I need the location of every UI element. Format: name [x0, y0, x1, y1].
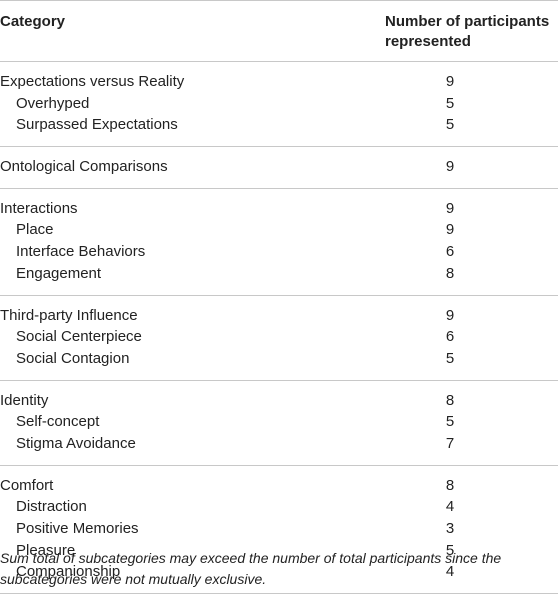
category-group: Expectations versus Reality 9 Overhyped 5 Su…: [0, 62, 558, 146]
subcategory-label: Self-concept: [16, 413, 100, 431]
subcategory-row: Engagement 8: [0, 263, 558, 285]
subcategory-label: Place: [16, 221, 54, 239]
category-group: Identity 8 Self-concept 5 Stigma Avoidance 7: [0, 381, 558, 465]
subcategory-count: 5: [445, 413, 455, 431]
group-divider: [0, 187, 558, 189]
header-participants: Number of participants represented: [385, 13, 550, 50]
category-row: Ontological Comparisons 9: [0, 156, 558, 178]
category-row: Expectations versus Reality 9: [0, 71, 558, 93]
category-label: Interactions: [0, 199, 78, 217]
subcategory-label: Distraction: [16, 498, 87, 516]
category-group: Interactions 9 Place 9 Interface Behaviors 6 E…: [0, 189, 558, 295]
subcategory-label: Companionship: [16, 563, 121, 581]
table-body: Expectations versus Reality 9 Overhyped 5 Su…: [0, 62, 558, 594]
subcategory-count: 4: [445, 498, 455, 516]
subcategory-label: Positive Memories: [16, 520, 139, 537]
subcategory-row: Social Centerpiece 6: [0, 326, 558, 348]
subcategory-label: Pleasure: [16, 541, 76, 559]
subcategory-count: 5: [445, 116, 455, 134]
category-row: Third-party Influence 9: [0, 305, 558, 327]
table-top-rule: [0, 0, 558, 1]
category-count: 9: [445, 158, 455, 176]
subcategory-label: Social Contagion: [16, 349, 130, 367]
subcategory-count: 4: [445, 563, 455, 581]
group-divider: [0, 146, 558, 148]
subcategory-count: 5: [445, 541, 455, 559]
category-label: Third-party Influence: [0, 306, 138, 324]
subcategory-row: Self-concept 5: [0, 411, 558, 433]
subcategory-row: Companionship 4: [0, 561, 558, 583]
subcategory-label: Surpassed Expectations: [16, 116, 178, 134]
header-rule: [0, 61, 558, 62]
subcategory-row: Interface Behaviors 6: [0, 241, 558, 263]
subcategory-row: Place 9: [0, 219, 558, 241]
category-group: Ontological Comparisons 9: [0, 147, 558, 188]
subcategory-count: 3: [445, 520, 455, 537]
subcategory-count: 6: [445, 328, 455, 346]
category-label: Expectations versus Reality: [0, 73, 185, 90]
category-count: 8: [445, 476, 455, 494]
group-divider: [0, 294, 558, 296]
subcategory-count: 7: [445, 434, 455, 452]
category-label: Ontological Comparisons: [0, 158, 168, 176]
category-group: Comfort 8 Distraction 4 Positive Memories 3 Pl…: [0, 466, 558, 593]
subcategory-row: Stigma Avoidance 7: [0, 433, 558, 455]
subcategory-label: Engagement: [16, 264, 102, 282]
category-row: Identity 8: [0, 390, 558, 412]
category-count: 9: [445, 73, 455, 90]
header-category: Category: [0, 13, 66, 30]
category-group: Third-party Influence 9 Social Centerpiece…: [0, 296, 558, 380]
group-divider: [0, 464, 558, 466]
subcategory-count: 8: [445, 264, 455, 282]
subcategory-count: 5: [445, 349, 455, 367]
subcategory-row: Social Contagion 5: [0, 348, 558, 370]
table-header: Category Number of participants represen…: [0, 1, 558, 61]
category-count: 9: [445, 306, 455, 324]
subcategory-row: Surpassed Expectations 5: [0, 114, 558, 136]
subcategory-row: Positive Memories 3: [0, 518, 558, 540]
table-footnote: Sum total of subcategories may exceed th…: [0, 550, 502, 587]
category-label: Identity: [0, 391, 49, 409]
group-divider: [0, 379, 558, 381]
subcategory-row: Overhyped 5: [0, 93, 558, 115]
category-count: 9: [445, 199, 455, 217]
subcategory-count: 5: [445, 94, 455, 112]
subcategory-row: Distraction 4: [0, 496, 558, 518]
category-row: Comfort 8: [0, 475, 558, 497]
category-count: 8: [445, 391, 455, 409]
subcategory-count: 9: [445, 221, 455, 239]
category-label: Comfort: [0, 476, 54, 494]
subcategory-label: Social Centerpiece: [16, 328, 142, 346]
subcategory-count: 6: [445, 243, 455, 261]
category-row: Interactions 9: [0, 198, 558, 220]
subcategory-label: Stigma Avoidance: [16, 434, 136, 452]
subcategory-row: Pleasure 5: [0, 540, 558, 562]
subcategory-label: Overhyped: [16, 94, 90, 112]
subcategory-label: Interface Behaviors: [16, 243, 146, 261]
